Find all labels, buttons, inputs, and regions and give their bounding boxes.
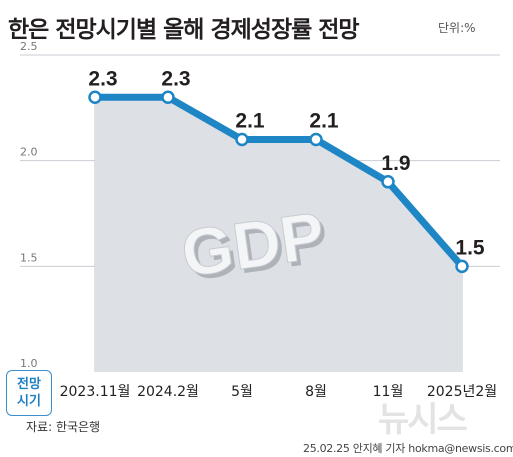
data-markers: [88, 90, 469, 274]
source-note: 자료: 한국은행: [26, 420, 101, 434]
data-label: 1.9: [381, 152, 410, 175]
series-line: [91, 93, 466, 270]
badge-line-1: 전망: [17, 377, 41, 392]
data-label: 2.3: [88, 67, 117, 90]
x-tick-label: 11월: [373, 384, 404, 400]
data-marker: [455, 259, 469, 274]
area-fill: [95, 97, 462, 373]
data-label: 1.5: [455, 236, 485, 259]
x-tick-label: 2023.11월: [60, 384, 131, 400]
data-label: 2.1: [235, 110, 265, 133]
data-marker: [235, 132, 249, 147]
y-tick-label: 1.0: [20, 357, 38, 370]
y-tick-label: 2.5: [20, 40, 38, 53]
page-title: 한은 전망시기별 올해 경제성장률 전망: [8, 17, 360, 43]
x-tick-label: 8월: [305, 384, 327, 400]
x-axis-labels: 2023.11월 2024.2월 5월 8월 11월 2025년2월: [60, 384, 498, 400]
badge-line-2: 시기: [17, 394, 41, 409]
data-labels: 2.3 2.3 2.1 2.1 1.9 1.5: [88, 67, 485, 259]
data-marker: [161, 90, 175, 105]
x-tick-label: 2024.2월: [137, 384, 199, 400]
data-marker: [88, 90, 102, 105]
unit-label: 단위:%: [438, 21, 476, 35]
x-tick-label: 2025년2월: [427, 384, 497, 400]
data-label: 2.3: [161, 67, 190, 90]
credit-line: 25.02.25 안지혜 기자 hokma@newsis.com: [303, 442, 513, 455]
data-marker: [309, 132, 323, 147]
x-tick-label: 5월: [231, 384, 253, 400]
watermark-logo: 뉴시스: [378, 400, 468, 440]
y-tick-label: 1.5: [20, 251, 38, 264]
data-marker: [381, 175, 395, 189]
forecast-timing-badge: 전망 시기: [6, 370, 52, 416]
y-axis-ticks: 2.5 2.0 1.5 1.0: [20, 40, 38, 370]
y-tick-label: 2.0: [20, 146, 38, 159]
data-label: 2.1: [309, 110, 339, 133]
